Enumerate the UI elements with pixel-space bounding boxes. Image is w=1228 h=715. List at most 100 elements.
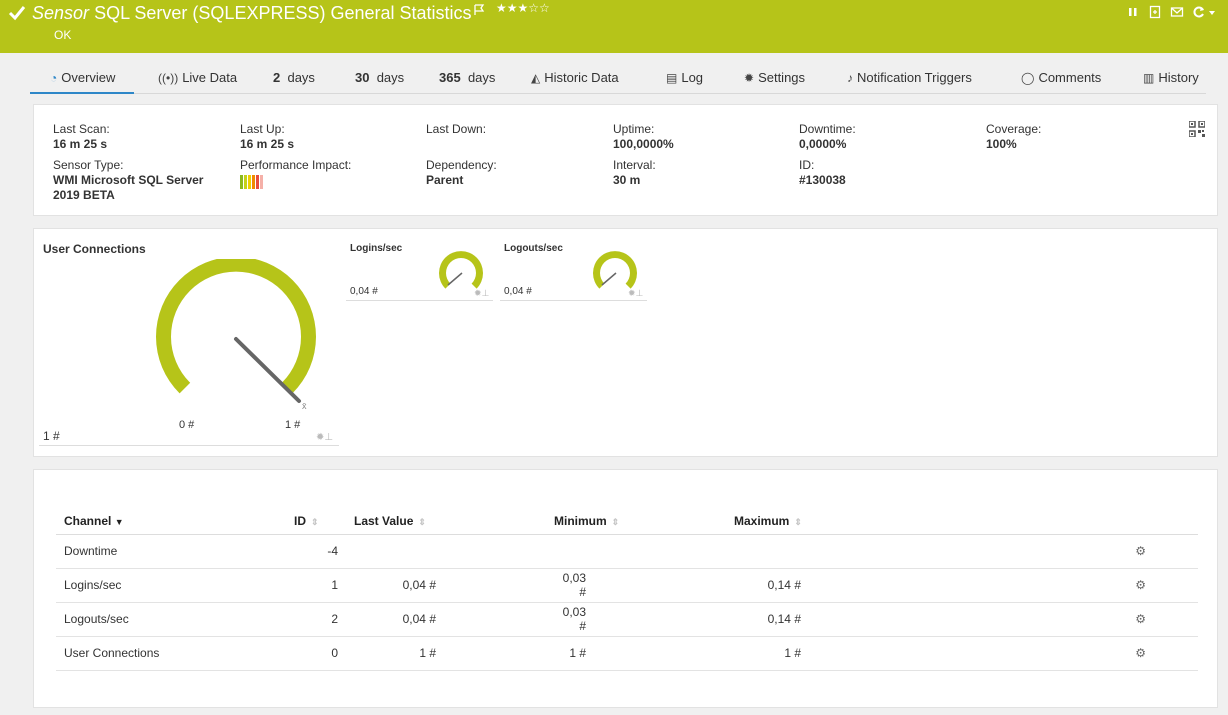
page-title: Sensor SQL Server (SQLEXPRESS) General S… bbox=[32, 3, 472, 24]
tab-historic-data[interactable]: ◭ Historic Data bbox=[531, 70, 619, 85]
live-data-icon: ((•)) bbox=[158, 71, 179, 85]
pin-icon[interactable]: ⊥ bbox=[635, 288, 644, 298]
column-channel[interactable]: Channel ▼ bbox=[56, 508, 286, 535]
sensor-header: Sensor SQL Server (SQLEXPRESS) General S… bbox=[0, 0, 1228, 53]
impact-bar bbox=[240, 175, 243, 189]
logins-gauge-tools: ✹⊥ bbox=[474, 288, 489, 299]
refresh-icon[interactable] bbox=[1192, 5, 1216, 19]
history-icon: ▥ bbox=[1143, 71, 1155, 85]
comment-icon: ◯ bbox=[1021, 71, 1035, 85]
status-text: OK bbox=[54, 28, 72, 42]
logouts-gauge bbox=[593, 251, 637, 289]
overview-icon: ◔ bbox=[50, 71, 58, 85]
main-gauge-title: User Connections bbox=[43, 242, 146, 256]
performance-impact-bars bbox=[240, 175, 351, 189]
logouts-gauge-separator bbox=[500, 300, 647, 301]
sensor-id: ID: #130038 bbox=[799, 158, 846, 187]
impact-bar bbox=[244, 175, 247, 189]
channel-settings-icon[interactable]: ⚙ bbox=[1135, 612, 1146, 626]
impact-bar bbox=[256, 175, 259, 189]
gauge-min-label: 0 # bbox=[179, 419, 195, 431]
gauge-max-label: 1 # bbox=[285, 419, 301, 431]
column-last-value[interactable]: Last Value ⇕ bbox=[346, 508, 546, 535]
sensor-kind: Sensor bbox=[32, 3, 90, 23]
interval: Interval: 30 m bbox=[613, 158, 656, 187]
channels-table: Channel ▼ ID ⇕ Last Value ⇕ Minimum ⇕ Maxim… bbox=[56, 508, 1198, 671]
sort-icon: ⇕ bbox=[611, 516, 620, 527]
performance-impact: Performance Impact: bbox=[240, 158, 351, 189]
impact-bar bbox=[252, 175, 255, 189]
main-gauge-separator bbox=[39, 445, 339, 446]
header-toolbar bbox=[1126, 5, 1216, 19]
logins-gauge-separator bbox=[346, 300, 493, 301]
table-row[interactable]: User Connections 0 1 # 1 # 1 # ⚙ bbox=[56, 636, 1198, 671]
pause-icon[interactable] bbox=[1126, 5, 1140, 19]
pin-icon[interactable]: ⊥ bbox=[324, 432, 334, 443]
sort-icon: ⇕ bbox=[418, 516, 426, 527]
logouts-gauge-value: 0,04 # bbox=[504, 286, 532, 297]
gauge-settings-icon[interactable]: ✹ bbox=[628, 288, 636, 298]
table-row[interactable]: Downtime -4 ⚙ bbox=[56, 534, 1198, 569]
log-icon: ▤ bbox=[666, 71, 678, 85]
flag-icon[interactable] bbox=[473, 4, 485, 16]
uptime: Uptime: 100,0000% bbox=[613, 122, 674, 151]
tab-30-days[interactable]: 30 days bbox=[355, 70, 405, 85]
logins-gauge-title: Logins/sec bbox=[350, 243, 403, 254]
column-id[interactable]: ID ⇕ bbox=[286, 508, 346, 535]
last-scan: Last Scan: 16 m 25 s bbox=[53, 122, 110, 151]
tab-comments[interactable]: ◯ Comments bbox=[1021, 70, 1102, 85]
column-actions bbox=[926, 508, 1198, 535]
sensor-name: SQL Server (SQLEXPRESS) General Statisti… bbox=[94, 3, 472, 23]
downtime: Downtime: 0,0000% bbox=[799, 122, 856, 151]
table-row[interactable]: Logouts/sec 2 0,04 # 0,03 # 0,14 # ⚙ bbox=[56, 602, 1198, 637]
last-up: Last Up: 16 m 25 s bbox=[240, 122, 295, 151]
column-minimum[interactable]: Minimum ⇕ bbox=[546, 508, 726, 535]
tab-bar: ◔ Overview ((•)) Live Data 2 days 30 days … bbox=[30, 70, 1206, 94]
sort-icon: ⇕ bbox=[311, 516, 319, 527]
column-maximum[interactable]: Maximum ⇕ bbox=[726, 508, 926, 535]
gauge-settings-icon[interactable]: ✹ bbox=[316, 432, 325, 443]
channel-settings-icon[interactable]: ⚙ bbox=[1135, 544, 1146, 558]
sensor-type: Sensor Type: WMI Microsoft SQL Server 20… bbox=[53, 158, 204, 202]
sort-desc-icon: ▼ bbox=[114, 516, 124, 527]
qr-code-icon[interactable] bbox=[1189, 121, 1205, 137]
tab-history[interactable]: ▥ History bbox=[1143, 70, 1199, 85]
user-connections-gauge: x̄ bbox=[156, 259, 316, 411]
tab-overview[interactable]: ◔ Overview bbox=[30, 70, 134, 94]
impact-bar bbox=[248, 175, 251, 189]
main-gauge-value: 1 # bbox=[43, 429, 60, 443]
logins-gauge bbox=[439, 251, 483, 289]
dependency: Dependency: Parent bbox=[426, 158, 497, 187]
logins-gauge-value: 0,04 # bbox=[350, 286, 378, 297]
table-row[interactable]: Logins/sec 1 0,04 # 0,03 # 0,14 # ⚙ bbox=[56, 568, 1198, 603]
main-gauge-tools: ✹⊥ bbox=[316, 432, 333, 443]
tab-notification-triggers[interactable]: ♪ Notification Triggers bbox=[847, 70, 972, 85]
tab-live-data[interactable]: ((•)) Live Data bbox=[158, 70, 238, 85]
last-down: Last Down: bbox=[426, 122, 487, 136]
priority-stars[interactable]: ★★★☆☆ bbox=[496, 1, 550, 15]
bell-icon: ♪ bbox=[847, 71, 853, 85]
average-marker: x̄ bbox=[302, 401, 307, 411]
channels-panel: Channel ▼ ID ⇕ Last Value ⇕ Minimum ⇕ Maxim… bbox=[33, 469, 1218, 708]
report-icon[interactable] bbox=[1148, 5, 1162, 19]
email-icon[interactable] bbox=[1170, 5, 1184, 19]
tab-settings[interactable]: ✹ Settings bbox=[744, 70, 806, 85]
sensor-info-panel: Last Scan: 16 m 25 s Last Up: 16 m 25 s … bbox=[33, 104, 1218, 216]
coverage: Coverage: 100% bbox=[986, 122, 1042, 151]
channel-settings-icon[interactable]: ⚙ bbox=[1135, 578, 1146, 592]
historic-data-icon: ◭ bbox=[531, 71, 541, 85]
logouts-gauge-tools: ✹⊥ bbox=[628, 288, 643, 299]
gauges-panel: User Connections x̄ 0 # 1 # 1 # ✹⊥ Login… bbox=[33, 228, 1218, 457]
pin-icon[interactable]: ⊥ bbox=[481, 288, 490, 298]
gauge-settings-icon[interactable]: ✹ bbox=[474, 288, 482, 298]
gear-icon: ✹ bbox=[744, 71, 755, 85]
check-icon bbox=[8, 6, 26, 21]
tab-2-days[interactable]: 2 days bbox=[273, 70, 315, 85]
impact-bar bbox=[260, 175, 263, 189]
channel-settings-icon[interactable]: ⚙ bbox=[1135, 646, 1146, 660]
tab-log[interactable]: ▤ Log bbox=[666, 70, 704, 85]
table-header-row: Channel ▼ ID ⇕ Last Value ⇕ Minimum ⇕ Maxim… bbox=[56, 508, 1198, 535]
sort-icon: ⇕ bbox=[794, 516, 802, 527]
tab-365-days[interactable]: 365 days bbox=[439, 70, 496, 85]
logouts-gauge-title: Logouts/sec bbox=[504, 243, 563, 254]
